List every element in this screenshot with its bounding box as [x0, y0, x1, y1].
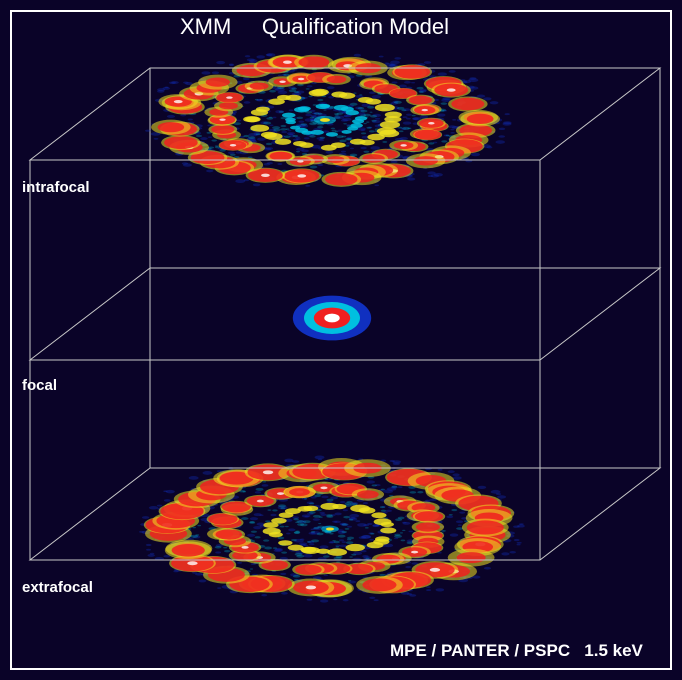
intrafocal-group — [145, 53, 512, 187]
focal-spot-layer — [324, 314, 339, 323]
figure-root: XMM Qualification Model intrafocal focal… — [0, 0, 682, 680]
extrafocal-group — [139, 455, 525, 602]
figure-svg — [0, 0, 682, 680]
